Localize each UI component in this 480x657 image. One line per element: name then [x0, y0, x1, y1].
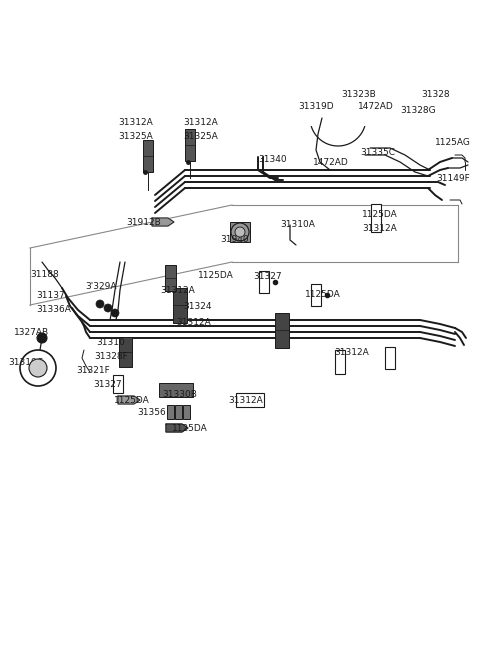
Text: 31137: 31137 — [36, 291, 65, 300]
Text: 31356: 31356 — [137, 408, 166, 417]
Bar — [165, 265, 176, 291]
Text: 31310A: 31310A — [280, 220, 315, 229]
Circle shape — [235, 227, 245, 237]
Polygon shape — [152, 218, 174, 226]
Circle shape — [37, 333, 47, 343]
Text: 31312A: 31312A — [228, 396, 263, 405]
Text: 1327AB: 1327AB — [14, 328, 49, 337]
Circle shape — [231, 223, 249, 241]
Text: 31312A: 31312A — [362, 224, 397, 233]
Text: 31324: 31324 — [183, 302, 212, 311]
Text: 31340: 31340 — [258, 155, 287, 164]
Text: 31312A: 31312A — [334, 348, 369, 357]
Bar — [159, 383, 193, 397]
Text: 31325A: 31325A — [183, 132, 218, 141]
Bar — [335, 350, 345, 374]
Bar — [385, 347, 395, 369]
Text: 31319C: 31319C — [8, 358, 43, 367]
Bar — [230, 222, 250, 242]
Circle shape — [104, 304, 112, 312]
Text: 1472AD: 1472AD — [313, 158, 349, 167]
Text: 1125DA: 1125DA — [172, 424, 208, 433]
Text: 31940: 31940 — [220, 235, 249, 244]
Polygon shape — [166, 424, 188, 432]
Bar — [371, 204, 381, 232]
Bar — [185, 129, 195, 161]
Text: 31312A: 31312A — [160, 286, 195, 295]
Text: 31312A: 31312A — [118, 118, 153, 127]
Text: 31327: 31327 — [93, 380, 121, 389]
Circle shape — [20, 350, 56, 386]
Bar — [167, 405, 173, 419]
Bar — [143, 140, 153, 172]
Text: 31312A: 31312A — [183, 118, 218, 127]
Text: 31327: 31327 — [253, 272, 282, 281]
Text: 1472AD: 1472AD — [358, 102, 394, 111]
Text: 31328F: 31328F — [94, 352, 128, 361]
Bar — [311, 284, 321, 306]
Text: 31310: 31310 — [96, 338, 125, 347]
Text: 31312A: 31312A — [176, 318, 211, 327]
Text: 31149F: 31149F — [436, 174, 470, 183]
Circle shape — [29, 359, 47, 377]
Polygon shape — [118, 396, 140, 404]
Text: 1125DA: 1125DA — [305, 290, 341, 299]
Text: 31325A: 31325A — [118, 132, 153, 141]
Bar — [259, 271, 269, 293]
Text: 31323B: 31323B — [341, 90, 376, 99]
Bar — [119, 337, 132, 367]
Text: 31330B: 31330B — [162, 390, 197, 399]
Text: 31319D: 31319D — [298, 102, 334, 111]
Text: 1125DA: 1125DA — [198, 271, 234, 280]
Text: 3'329A: 3'329A — [85, 282, 117, 291]
Text: 31912B: 31912B — [126, 218, 161, 227]
Text: 31336A: 31336A — [36, 305, 71, 314]
Bar — [173, 288, 187, 323]
Bar — [113, 375, 123, 393]
Text: 1125AG: 1125AG — [435, 138, 471, 147]
Text: 1125DA: 1125DA — [362, 210, 398, 219]
Text: 31335C: 31335C — [360, 148, 395, 157]
Text: 31328: 31328 — [421, 90, 450, 99]
Text: 31188: 31188 — [30, 270, 59, 279]
Bar — [275, 313, 289, 348]
Text: 31328G: 31328G — [400, 106, 436, 115]
Text: 31321F: 31321F — [76, 366, 110, 375]
Bar — [175, 405, 181, 419]
Bar — [182, 405, 190, 419]
Circle shape — [111, 309, 119, 317]
Circle shape — [96, 300, 104, 308]
Text: 1125DA: 1125DA — [114, 396, 150, 405]
Bar — [236, 393, 264, 407]
